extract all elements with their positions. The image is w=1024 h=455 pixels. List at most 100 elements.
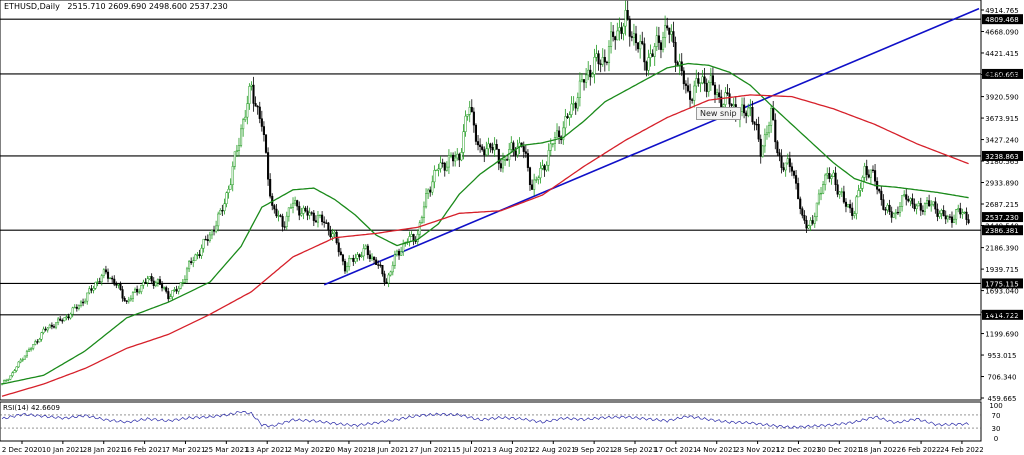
candle-body [934,201,937,210]
time-tick-label-10: 27 Jun 2021 [410,446,452,454]
new-snip-tooltip[interactable]: New snip [696,107,741,120]
candle-body [965,211,968,220]
candle-body [884,209,887,211]
candle-body [167,291,170,300]
candle-body [655,35,658,47]
ohlc-values: 2515.710 2609.690 2498.600 2537.230 [67,2,228,11]
candle-body [807,225,810,229]
candle-body [743,104,746,114]
candle-body [452,154,455,162]
candle-body [865,166,868,175]
candle-body [291,202,295,208]
candle-body [728,93,731,105]
price-tick-label-1: 4668.090 [985,28,1018,36]
candle-body [504,159,507,161]
candle-body [445,166,448,171]
candle-body [158,279,162,285]
price-tick-label-5: 3673.915 [985,115,1018,123]
price-tick-label-6: 3427.240 [985,137,1018,145]
candle-body [104,269,107,273]
candle-body [639,41,642,50]
candle-body [763,134,766,147]
candle-body [435,169,438,172]
candle-body [878,189,881,192]
candle-body [709,75,712,83]
candle-body [522,146,525,152]
candle-body [888,204,891,212]
candle-body [844,201,848,207]
candle-body [605,61,608,64]
candle-body [528,167,532,185]
candle-body [892,213,895,218]
candle-body [248,86,251,104]
candle-body [156,279,159,284]
candle-body [267,152,270,180]
candle-body [632,33,635,38]
candle-body [202,238,205,249]
candle-body [930,204,933,207]
time-tick-label-3: 16 Feb 2021 [123,446,167,454]
candle-body [780,155,783,168]
candle-body [302,207,305,214]
candle-body [215,225,218,232]
candle-body [393,254,396,266]
candle-body [312,212,315,221]
time-tick-label-17: 4 Nov 2021 [697,446,737,454]
candle-body [275,208,278,217]
candle-body [705,83,708,92]
candle-body [321,214,324,223]
candle-body [535,179,538,181]
candle-body [697,78,700,84]
candle-body [258,106,261,119]
candle-body [121,289,124,299]
candle-body [537,177,540,180]
candle-body [919,203,922,211]
candle-body [840,191,843,193]
candle-body [144,281,147,284]
candle-body [397,250,401,256]
candle-body [813,216,816,224]
candle-body [963,211,966,214]
candle-body [618,27,621,32]
candle-body [316,214,320,223]
rsi-panel: RSI(14) 42.6609 100 70 30 0 [0,402,1003,443]
time-tick-label-0: 2 Dec 2020 [2,446,42,454]
candle-body [834,172,837,185]
candle-body [657,35,660,43]
candle-body [485,148,488,156]
candle-body [928,200,931,207]
candle-body [487,143,490,150]
candle-body [730,103,733,107]
current-price-label: 2537.230 [985,214,1018,222]
candle-body [853,213,856,216]
rsi-plot-frame [0,401,982,442]
candle-body [944,215,947,220]
candle-body [256,105,259,108]
candle-body [92,288,95,291]
candle-body [811,220,814,224]
candle-body [185,268,189,280]
candle-body [545,164,548,171]
candle-body [950,216,954,223]
candle-body [422,206,426,218]
level-label-1: 4180.663 [985,71,1018,79]
candle-body [400,251,403,256]
candle-body [923,203,927,212]
candle-body [607,46,611,63]
candle-body [759,138,762,157]
candle-body [52,326,56,328]
candle-body [96,281,99,283]
candle-body [533,179,536,190]
candle-body [782,167,785,171]
candle-body [175,289,178,292]
candle-body [880,190,883,201]
candle-body [637,42,640,50]
candle-body [94,282,97,289]
candle-body [751,107,754,123]
candle-body [152,280,155,286]
candle-body [691,99,694,101]
candle-body [649,53,652,58]
candle-body [77,305,80,309]
candle-body [106,271,110,279]
main-plot-frame [0,0,982,401]
